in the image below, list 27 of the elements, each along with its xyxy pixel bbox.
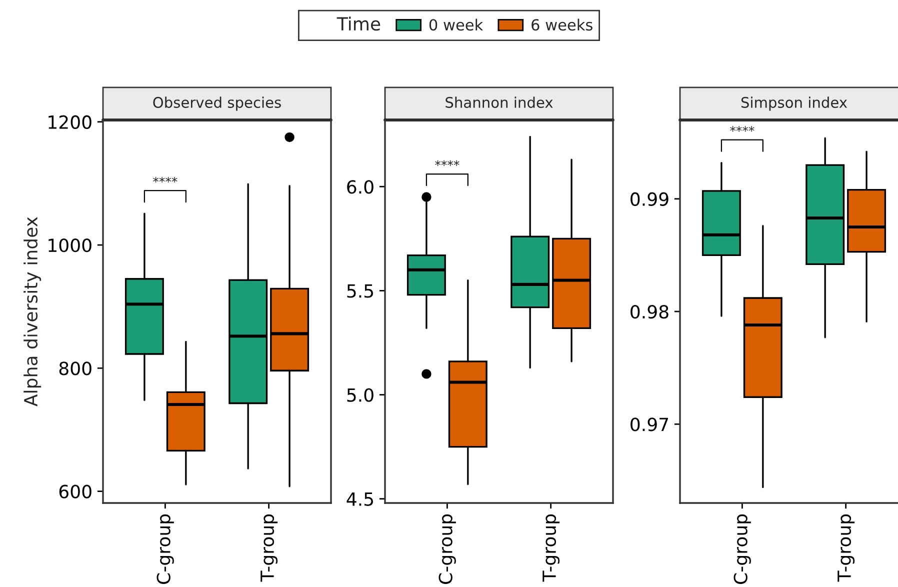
legend-label: 6 weeks bbox=[532, 18, 592, 31]
y-tick-label: 800 bbox=[59, 362, 92, 376]
x-tick-label: C-group bbox=[734, 514, 751, 584]
y-tick-label: 0.99 bbox=[630, 192, 668, 206]
annotation: **** bbox=[435, 160, 460, 166]
y-tick-label: 5.5 bbox=[347, 284, 374, 298]
y-tick-label: 6.0 bbox=[347, 180, 374, 194]
annotation: **** bbox=[153, 176, 178, 183]
annotation: **** bbox=[730, 126, 754, 132]
y-tick-label: 4.5 bbox=[346, 492, 374, 506]
y-tick-label: 1200 bbox=[48, 115, 92, 129]
x-tick-label: T-group bbox=[838, 514, 855, 582]
y-tick-label: 5.0 bbox=[347, 388, 374, 402]
legend-title: Time bbox=[336, 16, 380, 31]
y-tick-label: 600 bbox=[59, 484, 92, 498]
legend-label: 0 week bbox=[429, 18, 484, 31]
x-tick-label: T-group bbox=[542, 514, 560, 582]
chart-title: Simpson index bbox=[741, 96, 848, 111]
y-axis-title: Alpha diversity index bbox=[24, 217, 42, 406]
x-tick-label: C-group bbox=[156, 514, 174, 584]
chart-title: Shannon index bbox=[446, 96, 553, 108]
chart-title: Observed species bbox=[153, 96, 281, 111]
y-tick-label: 0.98 bbox=[630, 304, 668, 319]
y-tick-label: 1000 bbox=[48, 238, 92, 252]
y-tick-label: 0.97 bbox=[630, 418, 668, 432]
x-tick-label: T-group bbox=[260, 514, 278, 582]
x-tick-label: C-group bbox=[438, 514, 456, 584]
